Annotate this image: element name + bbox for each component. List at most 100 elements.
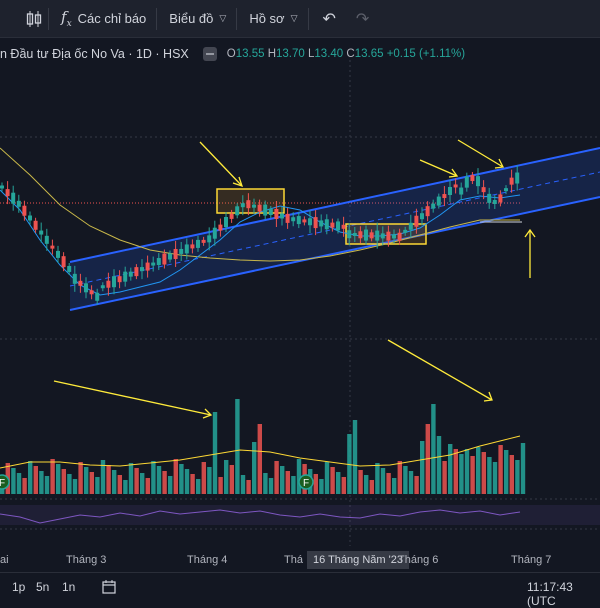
range-1n-button[interactable]: 1n: [62, 580, 76, 594]
low-key: L: [308, 48, 315, 60]
candle-body: [196, 239, 200, 248]
volume-bar: [190, 474, 195, 494]
candle-body: [492, 200, 497, 204]
volume-bar: [509, 455, 514, 494]
candle-body: [448, 187, 452, 195]
volume-bar: [128, 463, 134, 494]
volume-bar: [11, 468, 16, 494]
candle-body: [5, 189, 10, 197]
volume-bar: [61, 469, 66, 494]
candle-body: [336, 221, 340, 231]
symbol-legend: n Đầu tư Địa ốc No Va · 1D · HSX O13.55 …: [0, 44, 465, 64]
candle-type-button[interactable]: [0, 0, 48, 38]
consolidation-box-2: [345, 223, 427, 245]
volume-bar: [89, 472, 94, 494]
undo-icon: ↶: [322, 10, 336, 28]
candle-body: [117, 276, 122, 283]
open-value: 13.55: [235, 48, 265, 60]
volume-bar: [347, 434, 352, 494]
candle-body: [375, 230, 380, 241]
volume-bar: [78, 462, 83, 494]
candle-body: [112, 276, 116, 288]
volume-bar: [420, 441, 425, 494]
candle-body: [212, 227, 217, 239]
volume-bar: [100, 460, 106, 494]
candle-body: [341, 224, 346, 229]
axis-label: Thá: [284, 554, 303, 566]
date-range-picker-icon[interactable]: [102, 580, 116, 597]
volume-bar: [28, 461, 33, 494]
crosshair-date-label: 16 Tháng Năm '23: [307, 551, 409, 569]
candle-body: [50, 245, 55, 249]
clock-label[interactable]: 11:17:43 (UTC: [527, 580, 573, 608]
volume-bar: [16, 473, 22, 494]
candle-body: [285, 213, 290, 223]
volume-bar: [436, 436, 442, 494]
candle-body: [403, 229, 408, 233]
candle-body: [252, 204, 256, 208]
bottom-bar: 1p 5n 1n 11:17:43 (UTC: [0, 572, 600, 608]
redo-button[interactable]: ↷: [342, 0, 375, 38]
axis-label: Tháng 4: [187, 554, 228, 566]
volume-bar: [319, 479, 324, 494]
volume-bar: [352, 420, 358, 494]
range-1p-button[interactable]: 1p: [12, 580, 26, 594]
candle-body: [498, 194, 503, 203]
volume-bar: [274, 461, 279, 494]
volume-bar: [72, 479, 78, 494]
symbol-title[interactable]: n Đầu tư Địa ốc No Va · 1D · HSX: [0, 47, 189, 61]
volume-bar: [134, 468, 139, 494]
high-key: H: [267, 48, 277, 60]
candle-body: [504, 188, 508, 192]
candle-body: [207, 235, 212, 243]
range-5n-button[interactable]: 5n: [36, 580, 50, 594]
volume-bar: [218, 477, 223, 494]
function-icon: fx: [61, 8, 72, 29]
volume-bar: [257, 424, 262, 494]
low-value: 13.40: [314, 48, 344, 60]
volume-bar: [95, 477, 100, 494]
rsi-line: [0, 509, 521, 524]
volume-bar: [369, 480, 374, 494]
candle-body: [302, 219, 307, 223]
candle-body: [218, 224, 223, 231]
candle-body: [84, 283, 88, 293]
candle-body: [420, 213, 424, 220]
profile-menu-button[interactable]: Hồ sơ ▽: [237, 0, 307, 38]
time-axis[interactable]: ai Tháng 3 Tháng 4 Thá 16 Tháng Năm '23 …: [0, 546, 600, 572]
volume-bar: [459, 454, 464, 494]
volume-bar: [39, 471, 44, 494]
candle-body: [296, 216, 301, 225]
event-marker-label: F: [303, 478, 309, 489]
visibility-toggle-icon[interactable]: [202, 47, 217, 61]
candle-body: [364, 229, 368, 241]
indicators-button[interactable]: fx Các chỉ báo: [49, 0, 156, 38]
candle-body: [22, 205, 27, 216]
ohlc-values: O13.55 H13.70 L13.40 C13.65 +0.15 (+1.11…: [227, 48, 465, 60]
undo-button[interactable]: ↶: [309, 0, 342, 38]
candle-body: [515, 172, 520, 184]
candle-body: [425, 206, 430, 217]
top-toolbar: fx Các chỉ báo Biểu đồ ▽ Hồ sơ ▽ ↶ ↷: [0, 0, 600, 38]
volume-bar: [246, 480, 251, 494]
candle-body: [476, 176, 480, 187]
candle-body: [39, 230, 44, 235]
candle-body: [397, 232, 402, 241]
volume-bar: [229, 465, 234, 494]
volume-bar: [280, 466, 285, 494]
volume-bar: [498, 445, 503, 494]
chevron-down-icon: ▽: [290, 13, 298, 23]
toolbar-divider: [236, 7, 238, 30]
volume-bar: [67, 474, 72, 494]
price-chart[interactable]: F F: [0, 38, 600, 546]
candle-body: [274, 208, 279, 219]
candles-layer: [0, 165, 520, 305]
redo-icon: ↷: [355, 10, 370, 28]
volume-bar: [520, 443, 526, 494]
indicators-label: Các chỉ báo: [77, 11, 147, 26]
candle-body: [257, 204, 262, 212]
event-markers[interactable]: F F: [0, 474, 314, 490]
volume-bar: [386, 473, 391, 494]
chart-menu-button[interactable]: Biểu đồ ▽: [157, 0, 236, 38]
high-value: 13.70: [276, 48, 305, 60]
